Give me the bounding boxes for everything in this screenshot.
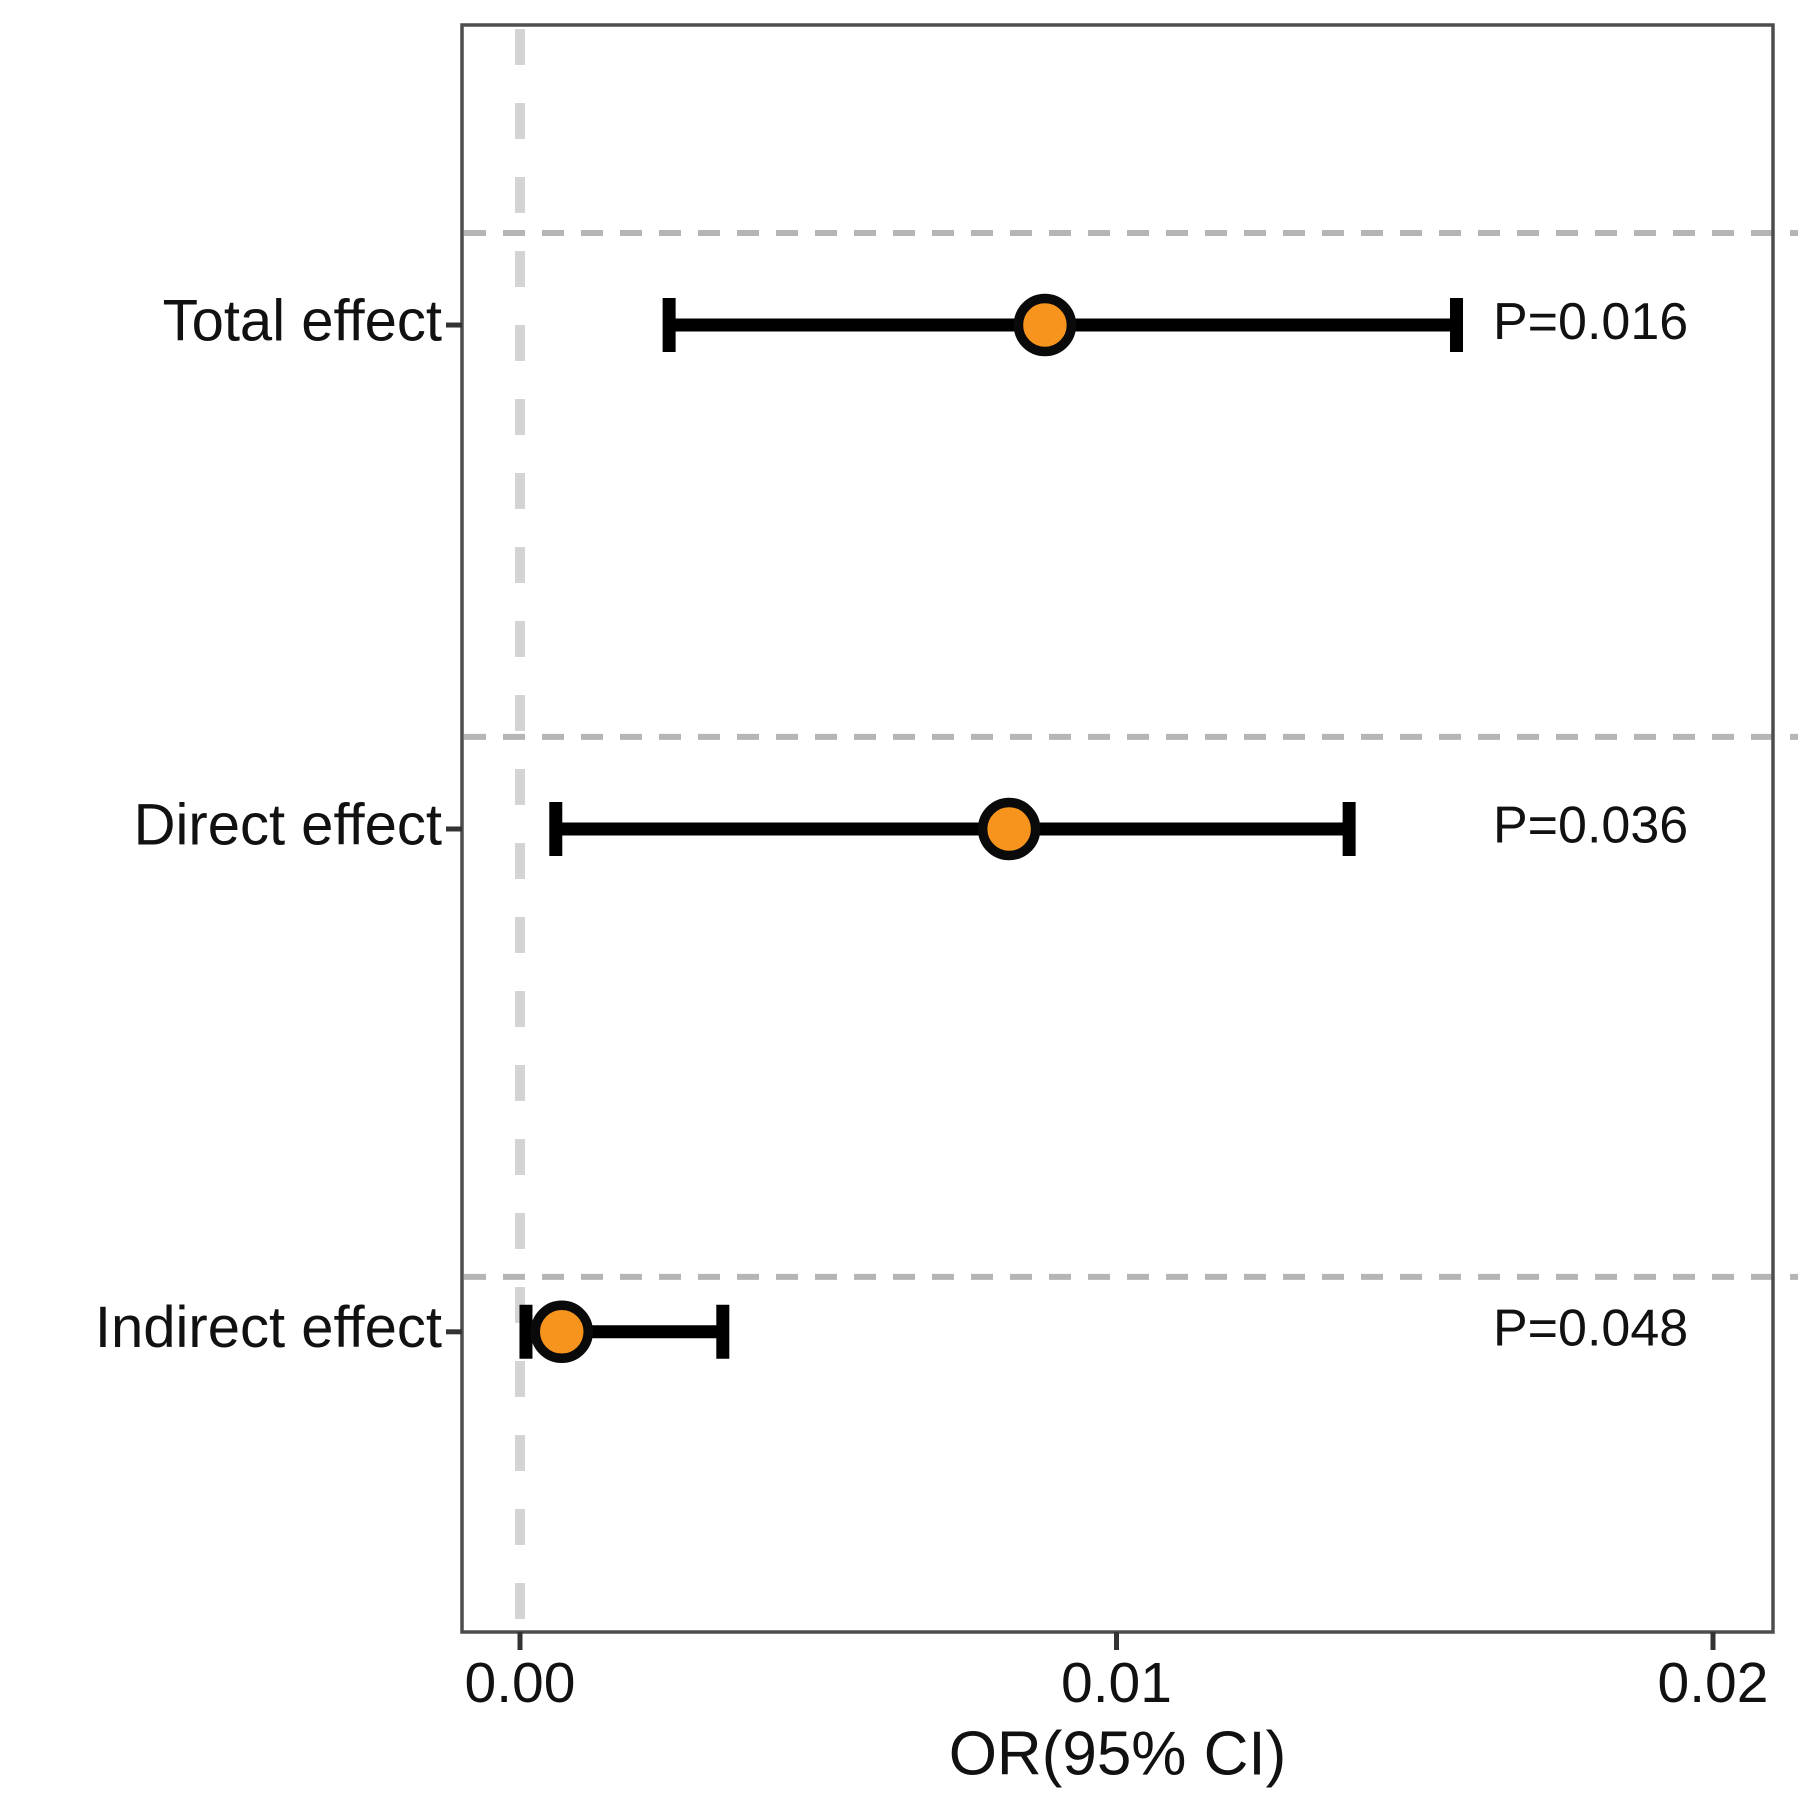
p-value-label: P=0.048	[1493, 1300, 1688, 1358]
x-tick-label: 0.01	[1061, 1651, 1172, 1715]
x-tick-label: 0.00	[465, 1651, 576, 1715]
or-point	[1013, 293, 1077, 357]
row-label: Total effect	[163, 288, 442, 353]
p-value-label: P=0.036	[1493, 797, 1688, 855]
p-value-label: P=0.016	[1493, 293, 1688, 351]
or-point	[530, 1300, 594, 1364]
row-label: Direct effect	[134, 792, 442, 857]
row-label: Indirect effect	[95, 1295, 442, 1360]
x-axis-title: OR(95% CI)	[949, 1719, 1287, 1788]
or-point	[977, 797, 1041, 861]
x-tick-label: 0.02	[1658, 1651, 1769, 1715]
